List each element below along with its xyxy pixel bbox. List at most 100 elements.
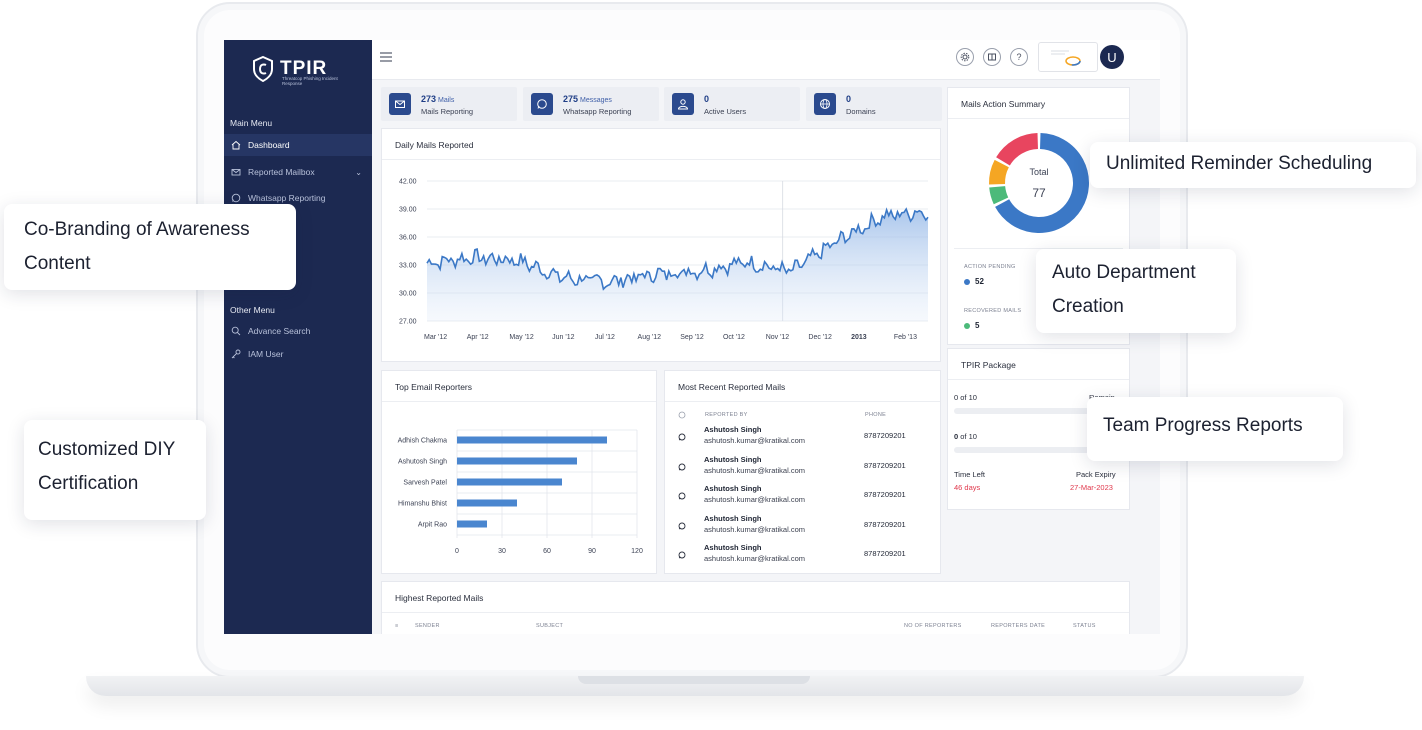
stat-card-messages[interactable]: 275 Messages Whatsapp Reporting <box>523 87 659 121</box>
x-tick-label: 0 <box>455 548 459 555</box>
column-header: REPORTED BY <box>705 412 748 418</box>
user-avatar[interactable]: U <box>1100 45 1124 69</box>
company-logo[interactable] <box>1038 42 1098 72</box>
x-tick-label: 120 <box>631 548 643 555</box>
area-fill <box>427 209 928 321</box>
category-label: Ashutosh Singh <box>398 459 447 466</box>
column-header-status[interactable]: STATUS <box>1073 623 1096 629</box>
category-label: Arpit Rao <box>418 522 447 529</box>
table-row[interactable]: Ashutosh Singh ashutosh.kumar@kratikal.co… <box>665 514 940 542</box>
divider <box>954 248 1123 249</box>
x-tick-label: Mar '12 <box>424 334 447 341</box>
sidebar-item-whatsapp-reporting[interactable]: Whatsapp Reporting <box>224 187 372 209</box>
highest-reported-panel: Highest Reported Mails ≡ SENDER SUBJECT … <box>381 581 1130 634</box>
donut-slice[interactable] <box>996 133 1039 166</box>
search-icon <box>231 326 241 336</box>
reporter-phone: 8787209201 <box>864 549 906 558</box>
whatsapp-icon <box>678 522 686 529</box>
table-row[interactable]: Ashutosh Singh ashutosh.kumar@kratikal.co… <box>665 425 940 453</box>
pack-expiry-label: Pack Expiry <box>1076 470 1116 479</box>
x-tick-label: 30 <box>498 548 506 555</box>
gear-icon <box>960 52 970 62</box>
y-tick-label: 36.00 <box>399 235 417 242</box>
shield-logo-icon <box>253 56 273 82</box>
sidebar-item-reported-mailbox[interactable]: Reported Mailbox ⌄ <box>224 161 372 183</box>
topbar: ? U <box>372 40 1160 80</box>
sidebar-item-iam-user[interactable]: IAM User <box>224 343 372 365</box>
column-header-reporters[interactable]: NO OF REPORTERS <box>904 623 962 629</box>
help-button[interactable]: ? <box>1010 48 1028 66</box>
whatsapp-icon <box>678 433 686 441</box>
sidebar-item-advance-search[interactable]: Advance Search <box>224 320 372 342</box>
callout-text: Certification <box>38 473 139 494</box>
stat-card-active-users[interactable]: 0 Active Users <box>664 87 800 121</box>
reporter-phone: 8787209201 <box>864 519 906 529</box>
table-row[interactable]: Ashutosh Singh ashutosh.kumar@kratikal.co… <box>665 543 940 571</box>
sidebar-item-label: Whatsapp Reporting <box>248 193 326 203</box>
y-tick-label: 30.00 <box>399 291 417 298</box>
main-menu-label: Main Menu <box>230 118 273 128</box>
select-all-icon[interactable]: ≡ <box>395 623 399 629</box>
legend-dot <box>964 278 970 285</box>
top-reporters-chart[interactable]: 0 30 60 90 120 Adhish Chakma Ashutosh Singh Sar… <box>382 403 656 573</box>
callout-text: Content <box>24 253 91 274</box>
recent-mails-panel: Most Recent Reported Mails REPORTED BY P… <box>664 370 941 574</box>
donut-slice[interactable] <box>995 133 1089 233</box>
x-tick-label: Apr '12 <box>467 334 489 341</box>
legend-label-recovered: RECOVERED MAILS <box>964 308 1022 314</box>
divider <box>382 401 656 402</box>
laptop-notch <box>578 676 810 684</box>
bar[interactable] <box>457 499 517 507</box>
column-header-date[interactable]: REPORTERS DATE <box>991 623 1046 629</box>
brand-logo[interactable]: TPIR <box>252 56 327 82</box>
stat-card-domains[interactable]: 0 Domains <box>806 87 942 121</box>
donut-slice[interactable] <box>989 185 1009 205</box>
laptop-base <box>86 676 1304 696</box>
stat-label: Whatsapp Reporting <box>563 107 632 116</box>
x-tick-label: Oct '12 <box>723 334 745 341</box>
legend-dot <box>964 322 970 329</box>
legend-label-pending: ACTION PENDING <box>964 264 1016 270</box>
globe-icon <box>820 99 830 109</box>
bar[interactable] <box>457 520 487 528</box>
time-left-label: Time Left <box>954 470 985 479</box>
settings-button[interactable] <box>956 48 974 66</box>
dashboard-screen: TPIR Threatcop Phishing Incident Respons… <box>224 40 1160 634</box>
bar[interactable] <box>457 457 577 465</box>
bar[interactable] <box>457 478 562 486</box>
brand-tagline: Threatcop Phishing Incident Response <box>282 76 338 86</box>
hamburger-menu-icon[interactable] <box>380 52 392 62</box>
package-usage-2: 0 of 10 <box>954 432 977 441</box>
x-tick-label: Sep '12 <box>680 334 704 341</box>
stat-label: Mails Reporting <box>421 107 474 116</box>
panel-title: TPIR Package <box>961 360 1016 370</box>
bar[interactable] <box>457 436 607 444</box>
table-row[interactable]: Ashutosh Singh ashutosh.kumar@kratikal.co… <box>665 455 940 483</box>
panel-title: Daily Mails Reported <box>395 140 474 150</box>
mails-action-donut-chart[interactable]: Total 77 <box>982 126 1102 246</box>
column-header: PHONE <box>865 412 887 418</box>
daily-mails-chart[interactable]: 42.00 39.00 36.00 33.00 30.00 27.00 Mar '12 Apr… <box>382 161 940 361</box>
donut-slice[interactable] <box>989 159 1010 185</box>
stat-label: Active Users <box>704 107 747 116</box>
x-tick-label: Jun '12 <box>552 334 574 341</box>
stat-value: 0 <box>704 94 710 104</box>
divider <box>948 379 1129 380</box>
column-header-subject[interactable]: SUBJECT <box>536 623 564 629</box>
x-tick-label: Feb '13 <box>894 334 917 341</box>
docs-button[interactable] <box>983 48 1001 66</box>
table-row[interactable]: Ashutosh Singh ashutosh.kumar@kratikal.co… <box>665 484 940 512</box>
sidebar-item-label: Reported Mailbox <box>248 167 315 177</box>
x-tick-label: Aug '12 <box>638 334 662 341</box>
reporter-email: ashutosh.kumar@kratikal.com <box>704 495 805 504</box>
column-header-sender[interactable]: SENDER <box>415 623 440 629</box>
package-progress-bar-1 <box>954 408 1124 414</box>
callout-diy-certification: Customized DIY Certification <box>24 420 206 520</box>
sidebar-item-dashboard[interactable]: Dashboard <box>224 134 372 156</box>
stat-card-mails[interactable]: 273 Mails Mails Reporting <box>381 87 517 121</box>
panel-title: Top Email Reporters <box>395 382 473 392</box>
whatsapp-icon <box>231 193 241 203</box>
x-tick-label: Jul '12 <box>595 334 615 341</box>
x-tick-label: 2013 <box>851 334 867 341</box>
